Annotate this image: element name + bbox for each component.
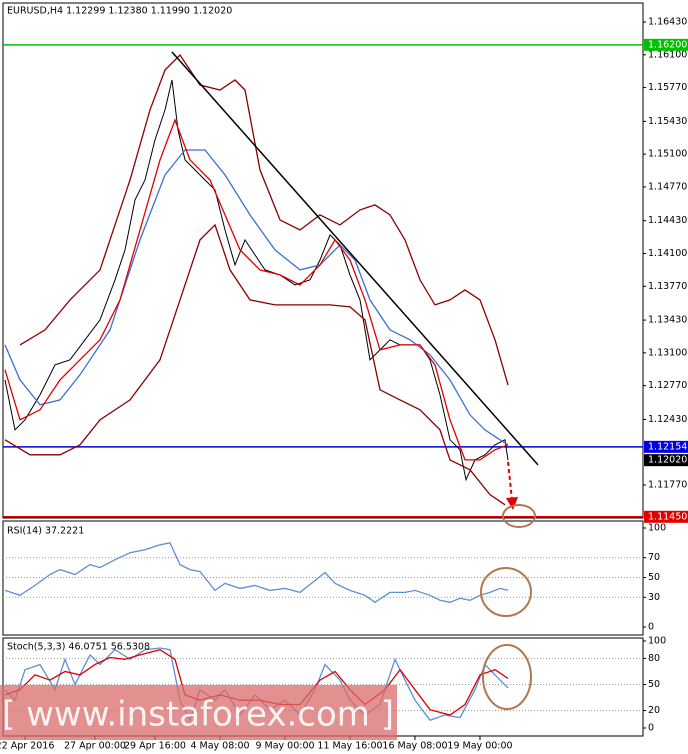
level-label-box <box>644 440 688 453</box>
x-tick-label: 4 May 08:00 <box>190 741 249 752</box>
y-tick-label: 20 <box>648 705 660 716</box>
rsi-title: RSI(14) 37.2221 <box>7 526 84 537</box>
forecast-arrow-head <box>506 497 518 510</box>
trendline <box>171 51 539 466</box>
y-tick-label: 1.13100 <box>648 347 687 358</box>
y-tick-label: 0 <box>648 723 654 734</box>
series-line <box>4 542 509 604</box>
y-tick-label: 80 <box>648 653 660 664</box>
series-line <box>4 118 509 461</box>
level-label: 1.11450 <box>648 511 687 522</box>
x-tick-label: 9 May 00:00 <box>255 741 314 752</box>
level-label: 1.12154 <box>648 441 687 452</box>
y-tick-label: 1.15770 <box>648 82 687 93</box>
y-tick-label: 1.16100 <box>648 49 687 60</box>
y-tick-label: 100 <box>648 523 666 534</box>
series-line <box>4 223 506 506</box>
y-tick-label: 1.12770 <box>648 380 687 391</box>
y-tick-label: 1.15100 <box>648 149 687 160</box>
chart-title: EURUSD,H4 1.12299 1.12380 1.11990 1.1202… <box>7 6 232 17</box>
forecast-arrow <box>507 461 513 501</box>
y-tick-label: 1.16430 <box>648 16 687 27</box>
rsi-circle <box>480 567 532 617</box>
x-tick-label: 29 Apr 16:00 <box>124 741 186 752</box>
watermark-box <box>0 685 397 740</box>
x-tick-label: 19 May 00:00 <box>447 741 512 752</box>
y-tick-label: 70 <box>648 552 660 563</box>
y-tick-label: 1.14770 <box>648 181 687 192</box>
y-tick-label: 1.12430 <box>648 414 687 425</box>
y-tick-label: 1.13430 <box>648 315 687 326</box>
series-line <box>19 53 509 386</box>
series-line <box>4 149 509 446</box>
level-label-box <box>644 38 688 51</box>
stoch-circle <box>482 644 532 710</box>
y-tick-label: 50 <box>648 572 660 583</box>
series-line <box>4 79 509 482</box>
y-tick-label: 1.11770 <box>648 480 687 491</box>
stoch-title: Stoch(5,3,3) 46.0751 56.5308 <box>7 642 150 653</box>
watermark: [ www.instaforex.com ] <box>2 695 394 735</box>
annotations <box>480 461 536 710</box>
level-label: 1.16200 <box>648 39 687 50</box>
y-tick-label: 1.14430 <box>648 215 687 226</box>
level-label-box <box>644 510 688 523</box>
y-tick-label: 1.15430 <box>648 116 687 127</box>
x-tick-label: 22 Apr 2016 <box>0 741 54 752</box>
main-panel-frame <box>2 2 644 519</box>
y-tick-label: 50 <box>648 679 660 690</box>
last-price-box <box>644 454 688 467</box>
x-tick-label: 16 May 08:00 <box>382 741 447 752</box>
x-tick-label: 27 Apr 00:00 <box>64 741 126 752</box>
y-tick-label: 0 <box>648 622 654 633</box>
y-tick-label: 30 <box>648 592 660 603</box>
plot-layer: 1.16430 1.16100 1.15770 1.15430 1.15100 1.147… <box>0 16 688 752</box>
last-price-label: 1.12020 <box>648 455 687 466</box>
target-circle <box>502 504 536 528</box>
y-tick-label: 1.14100 <box>648 248 687 259</box>
x-tick-label: 11 May 16:00 <box>317 741 382 752</box>
y-tick-label: 1.13770 <box>648 281 687 292</box>
y-tick-label: 100 <box>648 636 666 647</box>
